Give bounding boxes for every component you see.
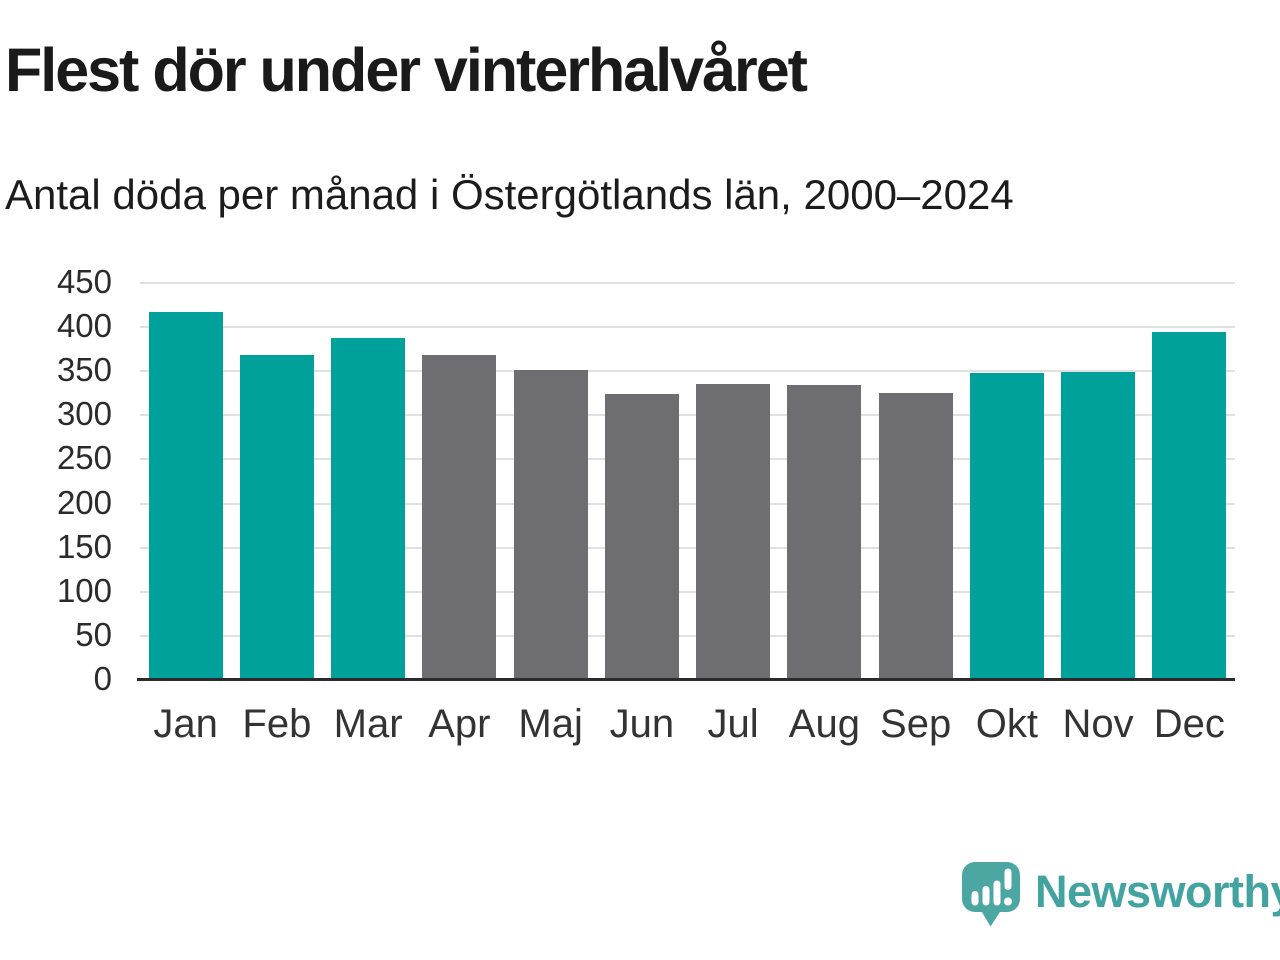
x-tick-label-mar: Mar [333,702,403,746]
x-tick-label-jun: Jun [609,702,675,746]
bar-band-jun [596,283,687,680]
logo-bar-1 [971,891,979,906]
bar-feb [239,355,314,680]
bar-apr [422,354,497,680]
bar-series [140,283,1235,680]
logo-exclamation-dot [1004,897,1012,906]
bar-mar [331,337,406,680]
x-tick-label-sep: Sep [880,702,952,746]
x-tick-label-feb: Feb [242,702,312,746]
bar-maj [513,370,588,680]
bar-band-aug [779,283,870,680]
brand-name: Newsworthy [1035,866,1280,917]
bar-band-maj [505,283,596,680]
gridline-450 [140,282,1235,284]
bar-band-nov [1053,283,1144,680]
y-tick-label-250: 250 [56,439,112,477]
x-axis-line [137,678,1235,681]
chart-subtitle: Antal döda per månad i Östergötlands län… [5,171,1014,218]
y-tick-label-100: 100 [56,572,112,610]
bar-okt [969,373,1044,680]
gridline-100 [140,590,1235,593]
x-tick-label-aug: Aug [788,702,860,746]
x-tick-label-jan: Jan [153,702,218,746]
bar-dec [1152,331,1227,680]
bar-jan [148,312,223,680]
bar-band-okt [961,283,1052,680]
x-tick-label-okt: Okt [975,702,1038,746]
y-tick-label-150: 150 [56,527,112,565]
bar-band-jan [140,283,231,680]
logo-exclamation-bar [1004,868,1012,890]
y-tick-label-300: 300 [56,395,112,433]
gridline-200 [140,502,1235,505]
bar-band-mar [323,283,414,680]
x-tick-label-nov: Nov [1062,702,1134,746]
gridline-350 [140,370,1235,373]
y-tick-label-400: 400 [56,307,112,345]
x-tick-label-dec: Dec [1153,702,1225,746]
plot-area [137,282,1235,681]
gridline-150 [140,546,1235,549]
y-tick-label-200: 200 [56,483,112,521]
newsworthy-logo-icon [962,862,1020,927]
y-tick-label-0: 0 [93,660,112,698]
bar-band-dec [1144,283,1235,680]
x-tick-label-jul: Jul [707,702,759,746]
logo-bar-2 [982,886,990,906]
gridline-250 [140,458,1235,461]
bar-jul [696,383,771,680]
bar-nov [1061,372,1136,680]
bar-band-sep [870,283,961,680]
brand-footer: Newsworthy [962,862,1280,929]
bar-sep [878,393,953,680]
gridline-300 [140,414,1235,417]
logo-bar-3 [993,880,1001,906]
x-axis-labels: Jan Feb Mar Apr Maj Jun Jul Aug Sep Okt Nov Dec [140,702,1235,747]
logo-bubble-tail [979,908,1003,927]
bar-band-jul [688,283,779,680]
bar-jun [604,394,679,680]
chart-title: Flest dör under vinterhalvåret [5,36,808,104]
x-tick-label-apr: Apr [428,702,491,746]
y-tick-label-450: 450 [56,263,112,301]
y-tick-label-50: 50 [75,616,112,654]
bar-aug [787,384,862,680]
gridline-400 [140,326,1235,329]
bar-band-feb [231,283,322,680]
gridline-50 [140,634,1235,637]
x-tick-label-maj: Maj [518,702,583,746]
y-tick-label-350: 350 [56,351,112,389]
bar-band-apr [414,283,505,680]
